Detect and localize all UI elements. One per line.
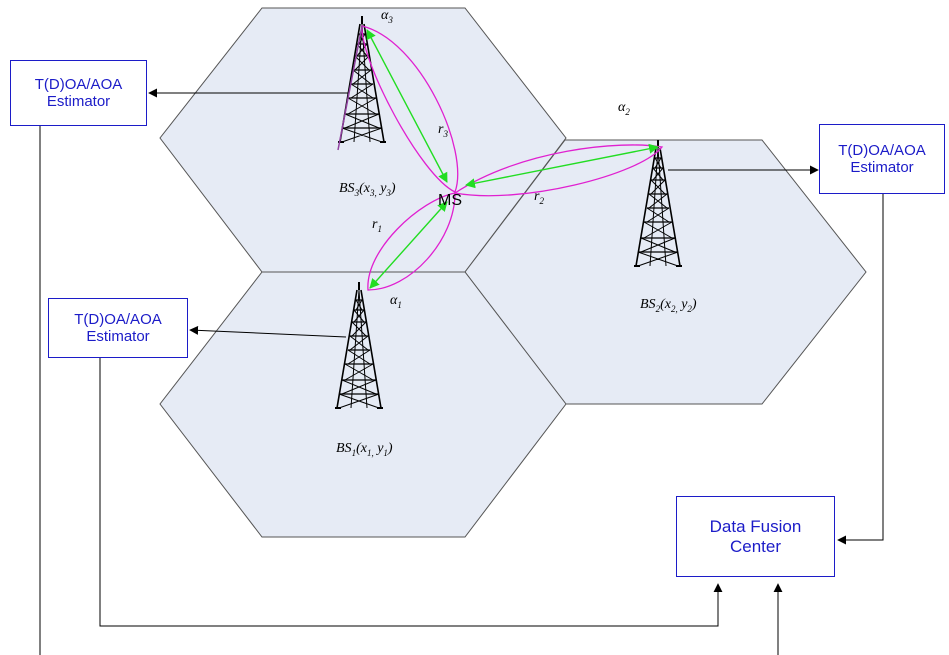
estimator-line1: T(D)OA/AOA [820, 142, 944, 159]
estimator-box-left: T(D)OA/AOA Estimator [48, 298, 188, 358]
estimator-box-top-left: T(D)OA/AOA Estimator [10, 60, 147, 126]
estimator-line2: Estimator [820, 159, 944, 176]
estimator-box-right: T(D)OA/AOA Estimator [819, 124, 945, 194]
alpha2-label: α2 [618, 100, 630, 117]
data-fusion-center-box: Data Fusion Center [676, 496, 835, 577]
estimator-line1: T(D)OA/AOA [49, 311, 187, 328]
estimator-line2: Estimator [49, 328, 187, 345]
ms-label: MS [438, 192, 462, 209]
fusion-line1: Data Fusion [677, 517, 834, 537]
fusion-line2: Center [677, 537, 834, 557]
estimator-line2: Estimator [11, 93, 146, 110]
estimator-line1: T(D)OA/AOA [11, 76, 146, 93]
